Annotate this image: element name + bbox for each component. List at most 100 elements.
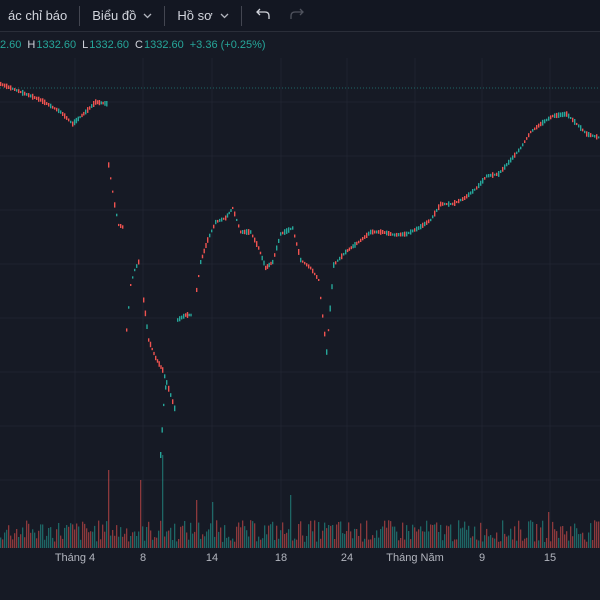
volume-bars — [0, 455, 600, 548]
volume-bar — [322, 530, 324, 548]
volume-bar — [450, 524, 452, 548]
candle — [96, 100, 99, 105]
candle — [26, 93, 28, 96]
candle — [254, 237, 256, 243]
chart-grid — [0, 58, 600, 548]
volume-bar — [504, 533, 506, 548]
volume-bar — [12, 539, 14, 548]
candle — [242, 230, 244, 234]
volume-bar — [146, 527, 148, 548]
candle — [494, 173, 496, 176]
time-axis-label: Tháng 4 — [54, 552, 96, 564]
volume-bar — [264, 525, 266, 548]
candle — [390, 232, 392, 236]
candle — [327, 329, 330, 332]
candle — [24, 91, 26, 96]
candle — [288, 227, 290, 233]
candle — [196, 287, 198, 292]
volume-bar — [586, 541, 588, 548]
volume-bar — [522, 540, 524, 548]
volume-bar — [278, 538, 280, 548]
candle — [462, 197, 464, 201]
chart-type-button[interactable]: Biểu đồ — [84, 0, 160, 32]
candle — [358, 240, 360, 244]
candle — [386, 230, 388, 236]
candle — [360, 238, 362, 242]
volume-bar — [128, 541, 130, 548]
candle — [203, 248, 205, 254]
volume-bar — [520, 529, 522, 548]
volume-bar — [124, 533, 126, 548]
volume-bar — [528, 521, 530, 548]
volume-bar — [58, 523, 60, 548]
volume-bar — [350, 531, 352, 548]
candle — [337, 259, 339, 262]
redo-button[interactable] — [280, 0, 314, 32]
candle — [164, 374, 166, 379]
candle — [320, 296, 322, 300]
candle — [36, 96, 38, 100]
candle — [394, 233, 396, 237]
volume-bar — [318, 522, 320, 548]
volume-bar — [80, 539, 82, 548]
candle — [108, 162, 110, 168]
volume-bar — [150, 530, 152, 548]
candle — [556, 112, 558, 119]
volume-bar — [390, 521, 392, 548]
candle — [596, 134, 598, 140]
volume-bar — [194, 531, 196, 548]
candle — [280, 232, 282, 236]
volume-bar — [574, 523, 576, 548]
volume-bar — [374, 537, 376, 548]
volume-bar — [552, 521, 554, 548]
candle — [236, 218, 238, 221]
candle — [170, 393, 172, 397]
candle — [540, 121, 542, 127]
volume-bar — [56, 529, 58, 548]
volume-bar — [306, 536, 308, 548]
candle — [502, 166, 504, 172]
chart-type-label: Biểu đồ — [92, 8, 137, 23]
candle — [44, 99, 46, 106]
candle — [64, 113, 66, 119]
volume-bar — [474, 526, 476, 548]
volume-bar — [302, 535, 304, 548]
volume-bar — [144, 540, 146, 548]
indicators-button[interactable]: ác chỉ báo — [0, 0, 75, 32]
undo-button[interactable] — [246, 0, 280, 32]
volume-bar — [266, 534, 268, 548]
candle — [228, 211, 230, 215]
volume-bar — [418, 529, 420, 548]
volume-bar — [138, 531, 140, 548]
volume-bar — [436, 522, 438, 548]
candle — [93, 101, 95, 107]
volume-bar — [38, 530, 40, 548]
candle — [215, 219, 217, 225]
candle — [261, 255, 263, 261]
volume-bar — [276, 525, 278, 548]
candle — [436, 208, 438, 212]
volume-bar — [578, 534, 580, 548]
candle — [286, 228, 288, 234]
candle — [418, 226, 420, 230]
volume-bar — [582, 532, 584, 548]
volume-bar — [594, 520, 596, 548]
volume-bar — [338, 522, 340, 548]
volume-bar — [364, 538, 366, 548]
candle — [104, 101, 106, 106]
volume-bar — [88, 532, 90, 548]
candle — [272, 259, 274, 265]
price-chart[interactable] — [0, 0, 600, 548]
candle — [188, 313, 190, 317]
candle — [380, 229, 382, 235]
volume-bar — [98, 520, 100, 548]
volume-bar — [314, 520, 316, 548]
volume-bar — [420, 526, 422, 548]
volume-bar — [244, 526, 246, 548]
volume-bar — [240, 527, 242, 548]
volume-bar — [140, 480, 142, 548]
volume-bar — [500, 541, 502, 548]
volume-bar — [178, 539, 180, 548]
profile-button[interactable]: Hồ sơ — [169, 0, 236, 32]
volume-bar — [174, 523, 176, 548]
